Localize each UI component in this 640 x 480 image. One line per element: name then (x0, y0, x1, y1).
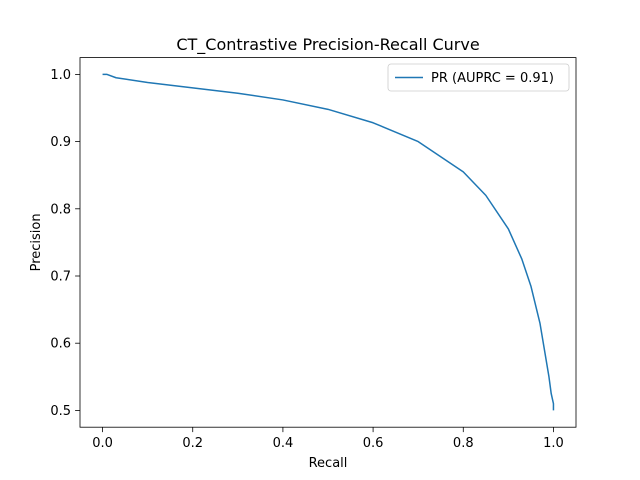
x-axis-label: Recall (309, 456, 348, 471)
y-tick-label: 0.9 (50, 135, 71, 150)
plot-area (80, 57, 576, 428)
chart-title: CT_Contrastive Precision-Recall Curve (176, 35, 479, 55)
x-axis-ticks: 0.0 0.2 0.4 0.6 0.8 1.0 (92, 427, 564, 451)
x-tick-label: 0.6 (363, 436, 384, 451)
y-axis-label: Precision (29, 213, 44, 271)
x-tick-label: 0.2 (182, 436, 203, 451)
y-axis-ticks: 0.5 0.6 0.7 0.8 0.9 1.0 (50, 68, 80, 419)
pr-curve-line (102, 73, 555, 411)
y-tick-label: 0.6 (50, 337, 71, 352)
x-tick-label: 1.0 (543, 436, 564, 451)
legend: PR (AUPRC = 0.91) (387, 63, 570, 92)
legend-box (387, 63, 570, 92)
y-tick-label: 1.0 (50, 68, 71, 83)
x-tick-label: 0.0 (92, 436, 113, 451)
y-tick-label: 0.5 (50, 404, 71, 419)
y-tick-label: 0.7 (50, 270, 71, 285)
legend-label: PR (AUPRC = 0.91) (431, 71, 554, 86)
x-tick-label: 0.8 (453, 436, 474, 451)
plot-frame (79, 57, 577, 428)
x-tick-label: 0.4 (273, 436, 294, 451)
y-tick-label: 0.8 (50, 202, 71, 217)
